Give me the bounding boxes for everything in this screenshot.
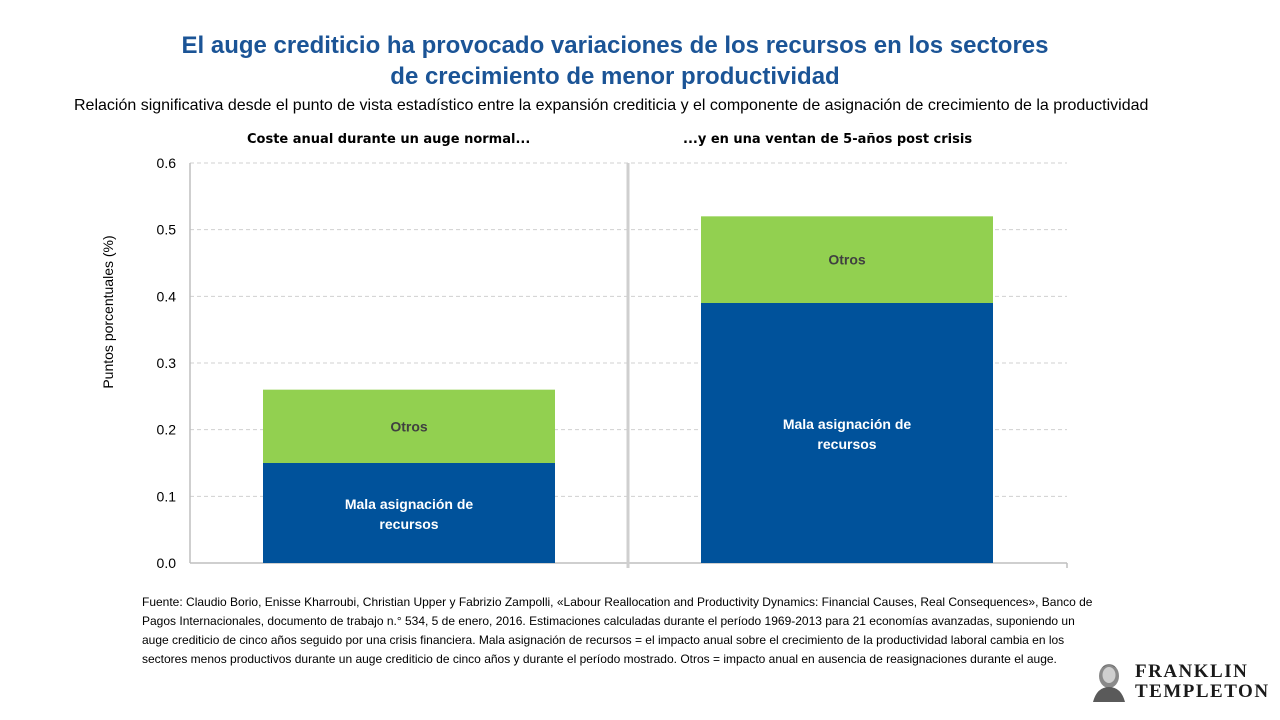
franklin-portrait-icon — [1087, 660, 1131, 702]
logo-line-1: FRANKLIN — [1135, 661, 1249, 682]
page-title: El auge crediticio ha provocado variacio… — [0, 30, 1230, 92]
title-line-1: El auge crediticio ha provocado variacio… — [181, 32, 1049, 59]
logo-line-2: TEMPLETON — [1135, 681, 1270, 702]
bar-otros — [701, 216, 993, 303]
panel-title-right: ...y en una ventan de 5-años post crisis — [683, 132, 973, 147]
chart-subtitle: Relación significativa desde el punto de… — [74, 97, 1149, 114]
y-tick-label: 0.0 — [157, 555, 177, 571]
logo-wordmark: FRANKLIN TEMPLETON — [1135, 662, 1270, 702]
title-line-2: de crecimiento de menor productividad — [390, 63, 840, 90]
data-label-mala-asignacion: Mala asignación de — [345, 496, 474, 512]
y-tick-label: 0.3 — [157, 355, 177, 371]
data-label-otros: Otros — [828, 252, 866, 268]
bar-mala-asignacion — [263, 463, 555, 563]
bar-otros — [263, 389, 555, 463]
data-label-mala-asignacion: Mala asignación de — [783, 416, 912, 432]
data-label-mala-asignacion: recursos — [817, 436, 876, 452]
data-label-otros: Otros — [390, 418, 428, 434]
y-tick-label: 0.6 — [157, 155, 177, 171]
franklin-templeton-logo: FRANKLIN TEMPLETON — [1087, 660, 1268, 702]
y-tick-label: 0.2 — [157, 422, 177, 438]
y-tick-label: 0.5 — [157, 222, 177, 238]
y-tick-label: 0.4 — [157, 288, 177, 304]
source-note: Fuente: Claudio Borio, Enisse Kharroubi,… — [142, 595, 1093, 666]
bar-mala-asignacion — [701, 303, 993, 563]
y-tick-label: 0.1 — [157, 488, 177, 504]
stacked-bar-chart: 0.0 0.1 0.2 0.3 0.4 0.5 0.6 Puntos porcentuales… — [100, 155, 1068, 571]
panel-title-left: Coste anual durante un auge normal... — [247, 132, 531, 147]
data-label-mala-asignacion: recursos — [379, 516, 438, 532]
y-axis-label: Puntos porcentuales (%) — [100, 235, 116, 388]
